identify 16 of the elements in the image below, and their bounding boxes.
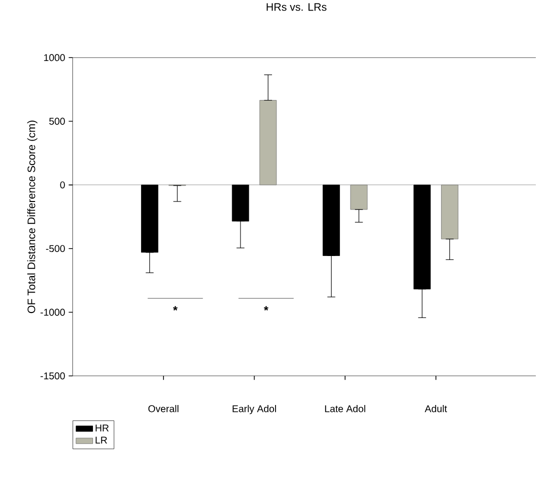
y-tick-label: 500 [49, 118, 65, 125]
x-tick-label: Early Adol [232, 405, 276, 414]
chart-title: HRs vs. LRs [266, 3, 326, 12]
annotation: * [264, 306, 268, 311]
y-tick-label: 0 [60, 182, 65, 189]
legend-label: HR [96, 424, 109, 432]
annotation: * [173, 306, 178, 311]
x-tick-label: Late Adol [325, 405, 366, 412]
y-tick-label: -500 [46, 245, 65, 252]
x-tick-label: Adult [424, 405, 448, 412]
legend-label: LR [96, 436, 108, 444]
y-tick-label: -1500 [40, 372, 65, 380]
y-axis-title: OF Total Distance Difference Score (cm) [27, 120, 38, 314]
y-tick-label: -1000 [40, 308, 65, 316]
y-tick-label: 1000 [44, 54, 65, 62]
x-tick-label: Overall [148, 405, 178, 412]
